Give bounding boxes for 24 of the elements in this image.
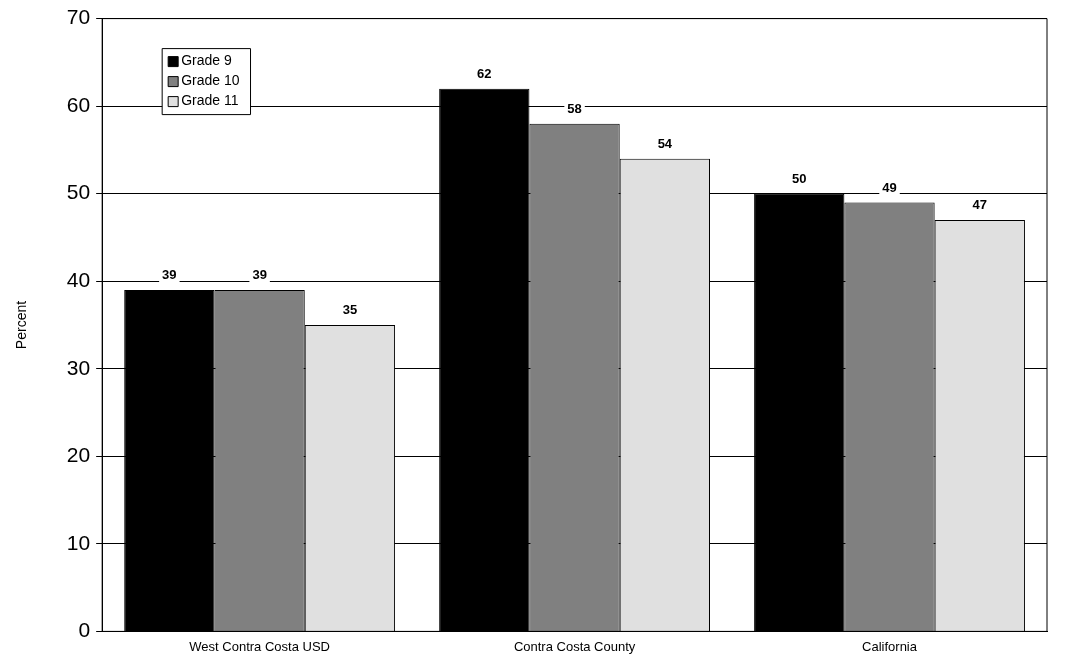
y-tick-label: 10 bbox=[66, 530, 91, 554]
y-axis-title: Percent bbox=[13, 300, 30, 350]
y-tick-label: 0 bbox=[78, 618, 91, 642]
legend-label: Grade 9 bbox=[181, 52, 232, 69]
y-tick-label: 40 bbox=[66, 268, 91, 292]
y-tick-label: 50 bbox=[66, 180, 91, 204]
legend-label: Grade 10 bbox=[181, 72, 240, 89]
data-label: 39 bbox=[252, 267, 267, 283]
x-tick-label: Contra Costa County bbox=[513, 638, 636, 654]
x-tick-label: California bbox=[862, 638, 918, 654]
y-tick-label: 60 bbox=[66, 92, 91, 116]
data-label: 58 bbox=[567, 100, 582, 116]
data-label: 54 bbox=[657, 135, 673, 151]
data-label: 47 bbox=[972, 197, 988, 213]
data-label: 39 bbox=[162, 267, 177, 283]
legend-label: Grade 11 bbox=[181, 92, 239, 109]
y-tick-label: 20 bbox=[66, 443, 91, 467]
x-tick-label: West Contra Costa USD bbox=[189, 638, 330, 654]
data-label: 50 bbox=[792, 170, 807, 186]
data-label: 35 bbox=[342, 302, 358, 318]
data-label: 62 bbox=[477, 65, 492, 81]
y-tick-label: 70 bbox=[66, 5, 91, 29]
data-label: 49 bbox=[882, 179, 897, 195]
y-tick-label: 30 bbox=[66, 355, 91, 379]
